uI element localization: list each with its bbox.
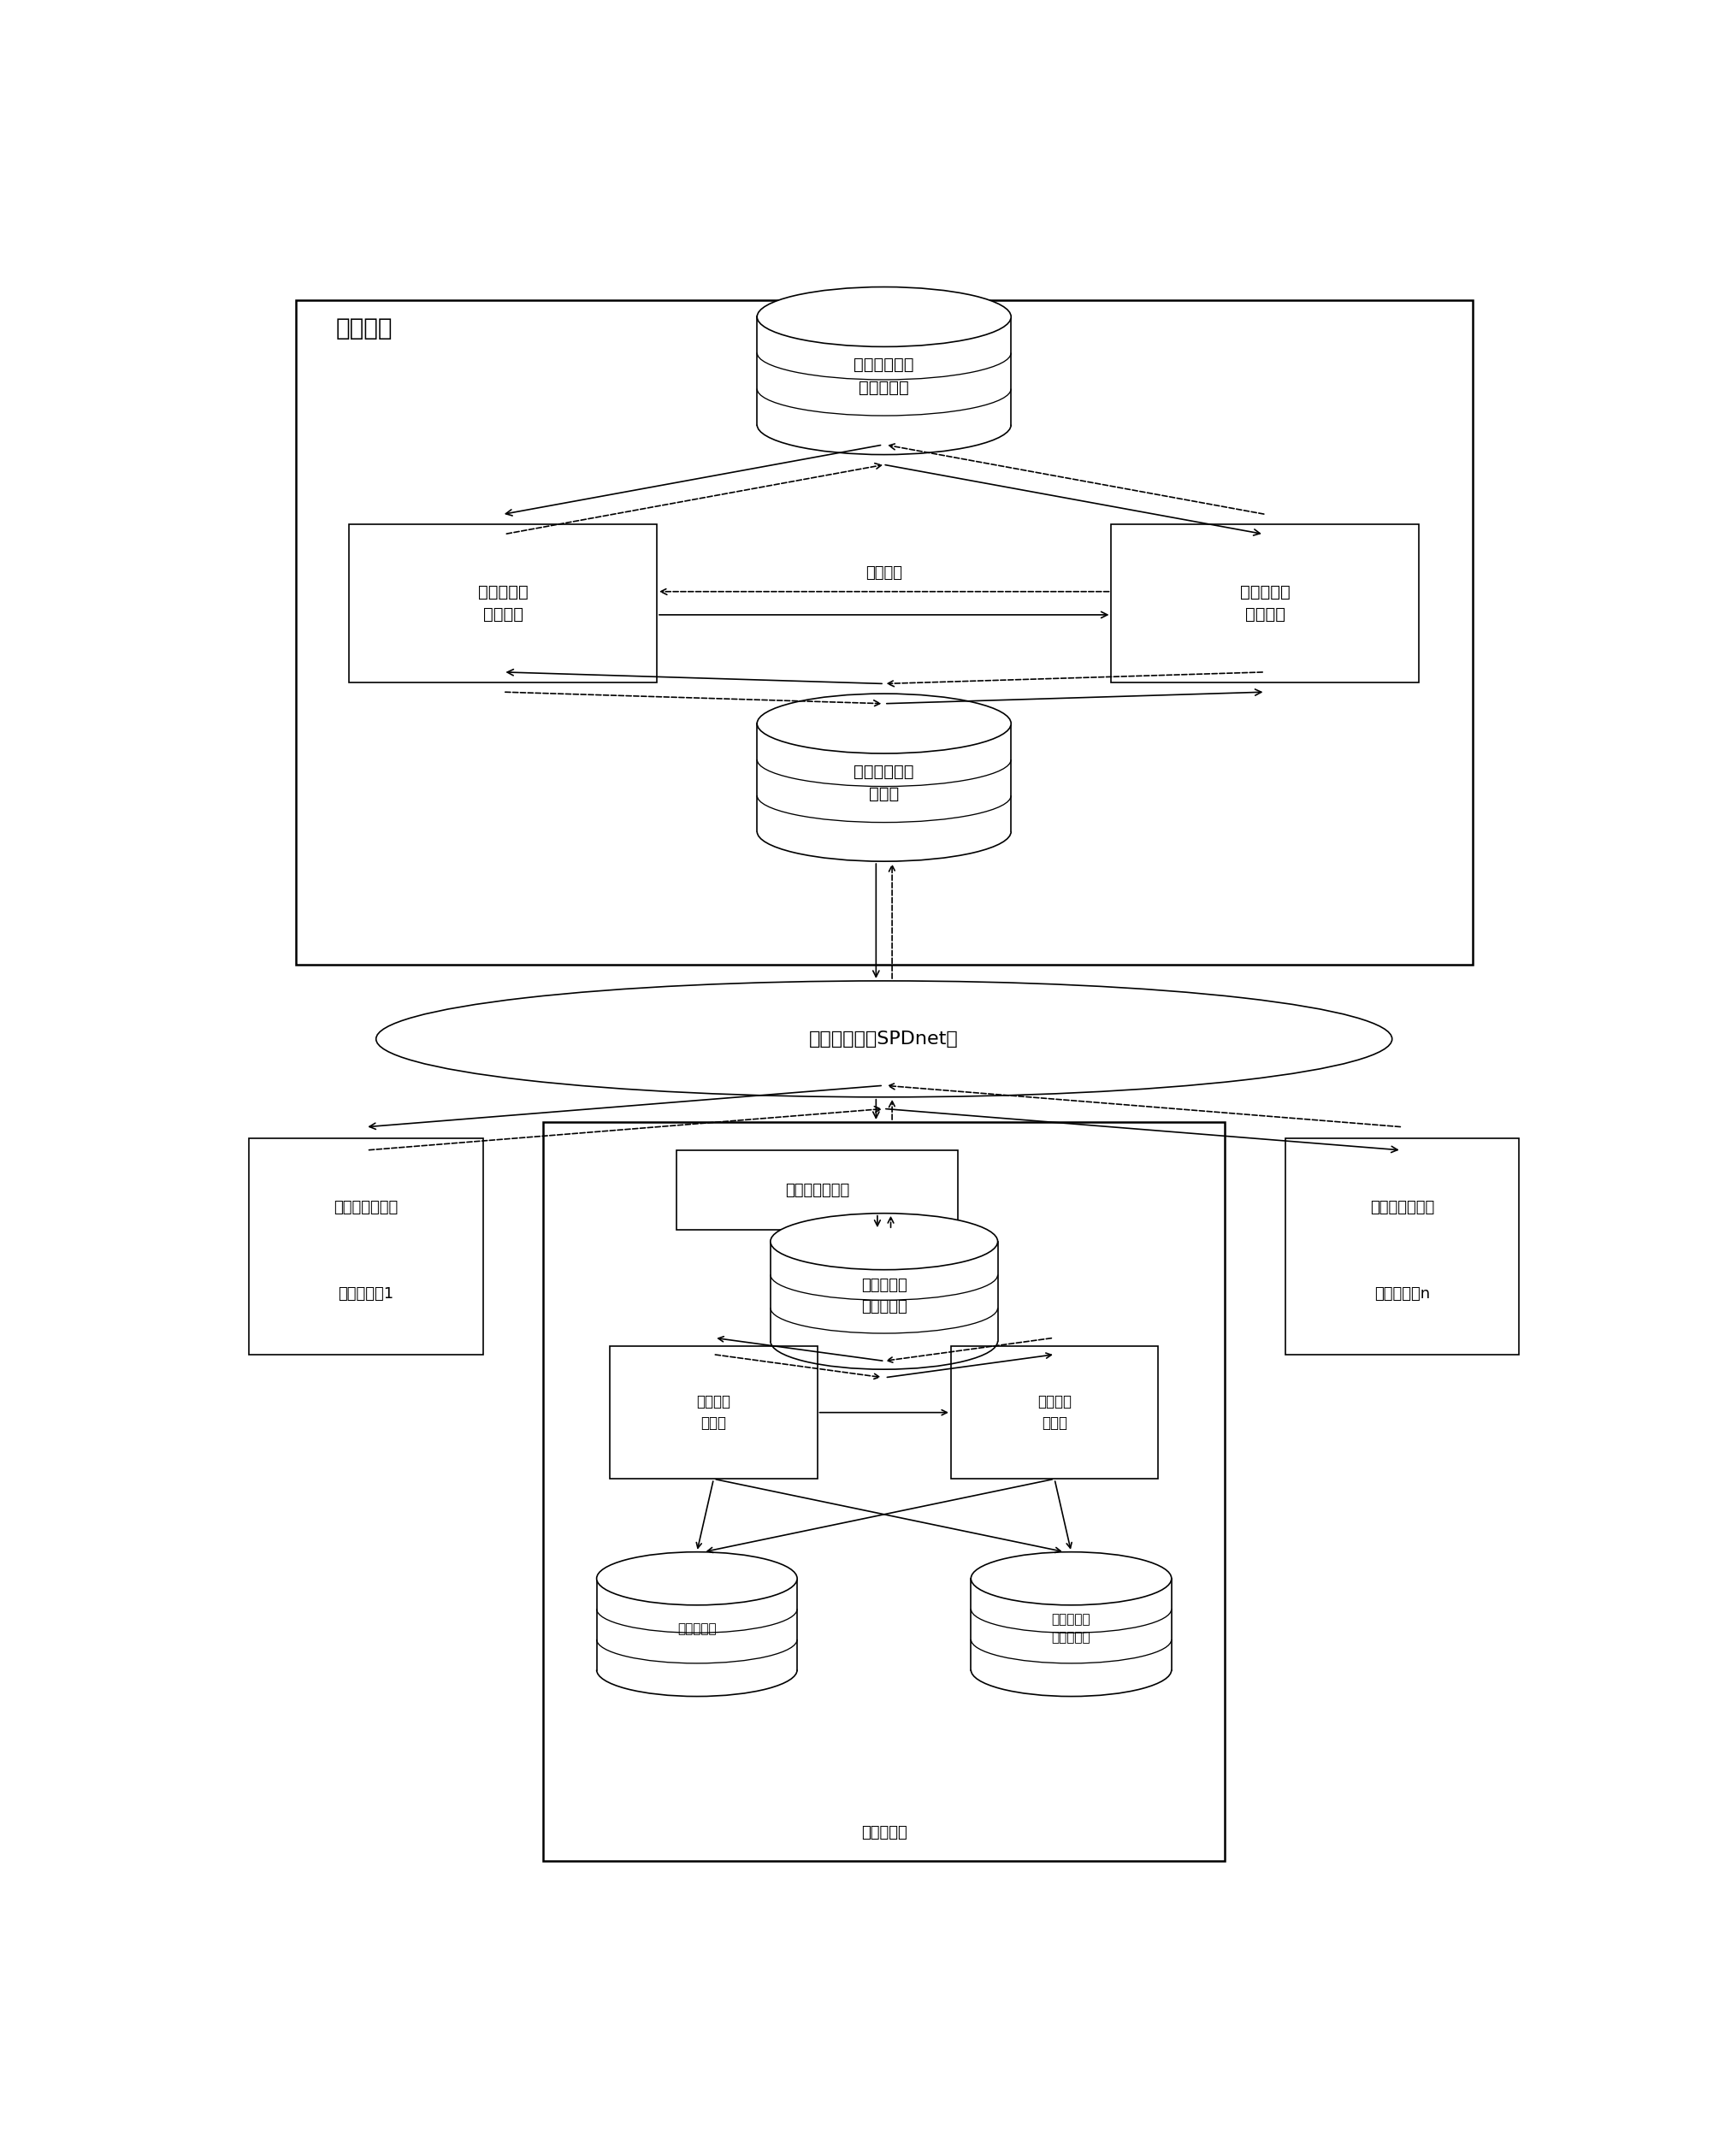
Bar xyxy=(676,1149,957,1229)
Text: 智能变电站1: 智能变电站1 xyxy=(338,1287,393,1302)
Ellipse shape xyxy=(376,981,1392,1097)
Text: 变电站状
态估计: 变电站状 态估计 xyxy=(1037,1395,1071,1432)
Bar xyxy=(248,1138,483,1354)
Text: 变电站拓
扑分析: 变电站拓 扑分析 xyxy=(697,1395,731,1432)
Text: 调度中心级
拓扑分析: 调度中心级 拓扑分析 xyxy=(478,584,528,623)
Ellipse shape xyxy=(971,1552,1171,1604)
Ellipse shape xyxy=(597,1552,797,1604)
Text: 调度中心: 调度中心 xyxy=(336,317,393,341)
Bar xyxy=(348,524,657,681)
Text: 带状态位的实
时数据: 带状态位的实 时数据 xyxy=(854,763,914,802)
Text: 分布式状态
估计数据库: 分布式状态 估计数据库 xyxy=(861,1279,907,1315)
Text: 电网模型等
静态数据库: 电网模型等 静态数据库 xyxy=(1052,1613,1090,1645)
Text: 系统拓扑: 系统拓扑 xyxy=(866,565,902,580)
Text: 变电通信服务器: 变电通信服务器 xyxy=(335,1201,398,1216)
Text: 调度中心状态
估计数据库: 调度中心状态 估计数据库 xyxy=(854,356,914,397)
Bar xyxy=(1111,524,1420,681)
Text: 智能变电站n: 智能变电站n xyxy=(1375,1287,1430,1302)
Bar xyxy=(543,1121,1225,1861)
Text: 调度中心级
状态估计: 调度中心级 状态估计 xyxy=(1240,584,1290,623)
Text: 调度数据网（SPDnet）: 调度数据网（SPDnet） xyxy=(809,1031,959,1048)
Bar xyxy=(297,300,1473,964)
Text: 变电通信服务器: 变电通信服务器 xyxy=(1370,1201,1433,1216)
Ellipse shape xyxy=(757,694,1011,752)
Ellipse shape xyxy=(757,287,1011,347)
Text: 智能变电站: 智能变电站 xyxy=(861,1826,907,1841)
Bar xyxy=(950,1345,1157,1479)
Ellipse shape xyxy=(771,1214,997,1270)
Text: 变电通信服务器: 变电通信服务器 xyxy=(785,1181,849,1199)
Bar xyxy=(611,1345,818,1479)
Text: 实时数据库: 实时数据库 xyxy=(678,1621,716,1634)
Bar xyxy=(1285,1138,1520,1354)
